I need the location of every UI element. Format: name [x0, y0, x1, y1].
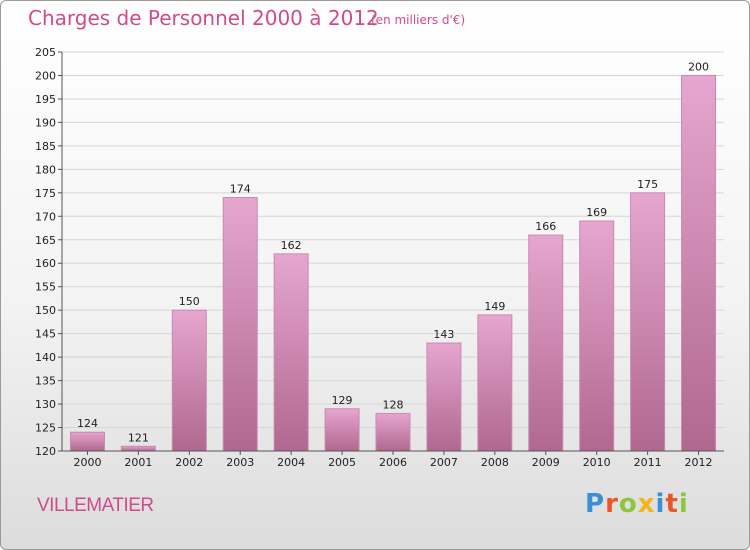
grid-lines	[62, 51, 724, 452]
bar	[630, 192, 666, 452]
data-label: 175	[637, 178, 658, 191]
data-label: 121	[128, 431, 149, 444]
y-tick-label: 190	[35, 116, 56, 129]
chart-title: Charges de Personnel 2000 à 2012	[28, 6, 379, 30]
x-tick-label: 2010	[583, 456, 611, 469]
data-label: 128	[383, 398, 404, 411]
logo-letter: x	[637, 489, 656, 519]
bar	[681, 74, 717, 452]
x-tick-label: 2009	[532, 456, 560, 469]
data-label: 200	[688, 60, 709, 73]
bar	[120, 445, 156, 452]
logo-letter: t	[665, 489, 679, 519]
y-tick-label: 125	[35, 422, 56, 435]
bar	[477, 314, 513, 452]
y-tick-label: 145	[35, 328, 56, 341]
commune-name: VILLEMATIER	[37, 495, 154, 516]
y-tick-label: 205	[35, 46, 56, 59]
bars	[69, 74, 717, 452]
logo-letter: r	[605, 489, 619, 519]
data-label: 124	[77, 417, 98, 430]
bar	[579, 220, 615, 452]
bar	[426, 342, 462, 452]
logo-letter: i	[655, 489, 666, 519]
y-tick-label: 195	[35, 93, 56, 106]
y-tick-label: 120	[35, 445, 56, 458]
y-tick-label: 140	[35, 351, 56, 364]
logo-letter: i	[678, 489, 689, 519]
x-tick-label: 2003	[226, 456, 254, 469]
bar	[324, 408, 360, 452]
y-tick-label: 135	[35, 375, 56, 388]
data-label: 129	[332, 394, 353, 407]
y-tick-label: 170	[35, 210, 56, 223]
axes	[58, 51, 724, 455]
bar	[171, 309, 207, 452]
bar	[273, 253, 309, 452]
data-label: 150	[179, 295, 200, 308]
y-tick-label: 175	[35, 187, 56, 200]
y-tick-label: 130	[35, 398, 56, 411]
x-tick-label: 2008	[481, 456, 509, 469]
data-label: 174	[230, 183, 251, 196]
y-tick-label: 150	[35, 304, 56, 317]
y-tick-label: 155	[35, 281, 56, 294]
x-tick-label: 2007	[430, 456, 458, 469]
x-tick-label: 2011	[634, 456, 662, 469]
chart-subtitle: (en milliers d'€)	[371, 13, 466, 27]
x-tick-label: 2006	[379, 456, 407, 469]
x-tick-label: 2012	[685, 456, 713, 469]
bar	[375, 412, 411, 452]
bar	[528, 234, 564, 452]
logo-letter: o	[618, 489, 638, 519]
bar	[222, 197, 258, 452]
data-label: 162	[281, 239, 302, 252]
x-tick-label: 2000	[73, 456, 101, 469]
labels: 120 125 130 135 140 145 150 155 160 165 170 175 180 1…	[35, 46, 713, 469]
y-tick-label: 185	[35, 140, 56, 153]
x-tick-label: 2004	[277, 456, 305, 469]
y-tick-label: 200	[35, 69, 56, 82]
data-label: 166	[535, 220, 556, 233]
x-tick-label: 2005	[328, 456, 356, 469]
data-label: 149	[484, 300, 505, 313]
proxiti-logo: Proxiti	[585, 489, 689, 519]
data-label: 169	[586, 206, 607, 219]
bar	[69, 431, 105, 452]
x-tick-label: 2002	[175, 456, 203, 469]
y-tick-label: 165	[35, 234, 56, 247]
y-tick-label: 160	[35, 257, 56, 270]
data-label: 143	[433, 328, 454, 341]
x-tick-label: 2001	[124, 456, 152, 469]
logo-letter: P	[585, 489, 606, 519]
y-tick-label: 180	[35, 163, 56, 176]
